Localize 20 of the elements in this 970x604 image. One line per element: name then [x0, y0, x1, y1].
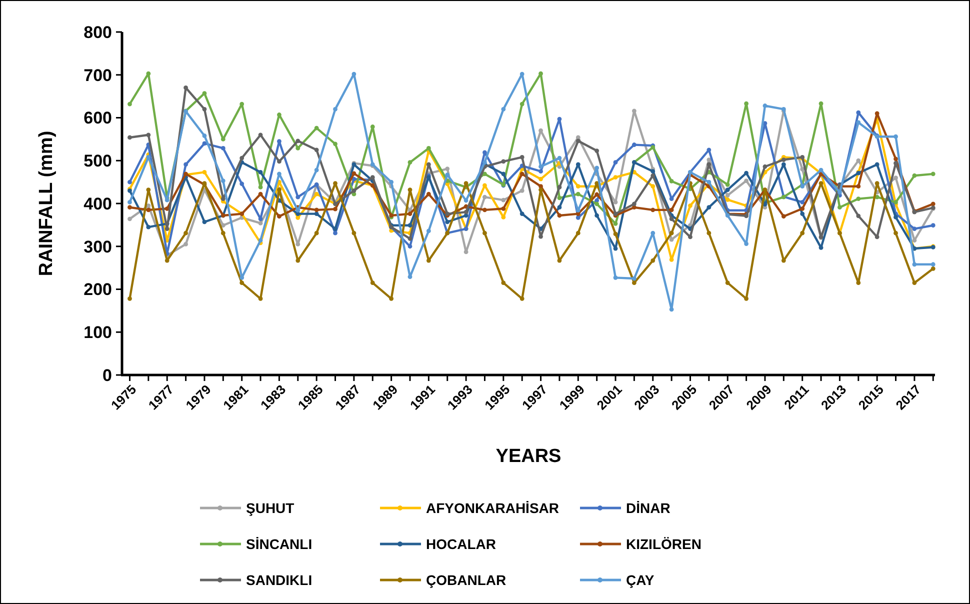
legend-label: HOCALAR — [426, 536, 496, 552]
y-tick-label: 500 — [84, 152, 112, 171]
legend-label: ŞUHUT — [246, 500, 295, 516]
x-axis-title: YEARS — [496, 446, 562, 467]
y-tick-label: 400 — [84, 194, 112, 214]
legend-label: AFYONKARAHİSAR — [426, 500, 559, 516]
y-tick-label: 600 — [84, 108, 112, 128]
y-tick-label: 0 — [102, 366, 112, 385]
y-tick-label: 300 — [84, 237, 112, 256]
legend-label: SİNCANLI — [246, 536, 312, 552]
legend-label: ÇAY — [626, 572, 655, 588]
y-axis-title: RAINFALL (mm) — [36, 130, 57, 276]
y-tick-label: 200 — [84, 280, 112, 300]
legend-label: DİNAR — [626, 500, 670, 516]
y-tick-label: 800 — [84, 22, 112, 42]
legend-label: SANDIKLI — [246, 572, 312, 588]
legend-label: KIZILÖREN — [626, 536, 702, 552]
y-tick-label: 700 — [84, 66, 112, 85]
y-tick-label: 100 — [84, 323, 112, 342]
legend-label: ÇOBANLAR — [426, 572, 506, 588]
